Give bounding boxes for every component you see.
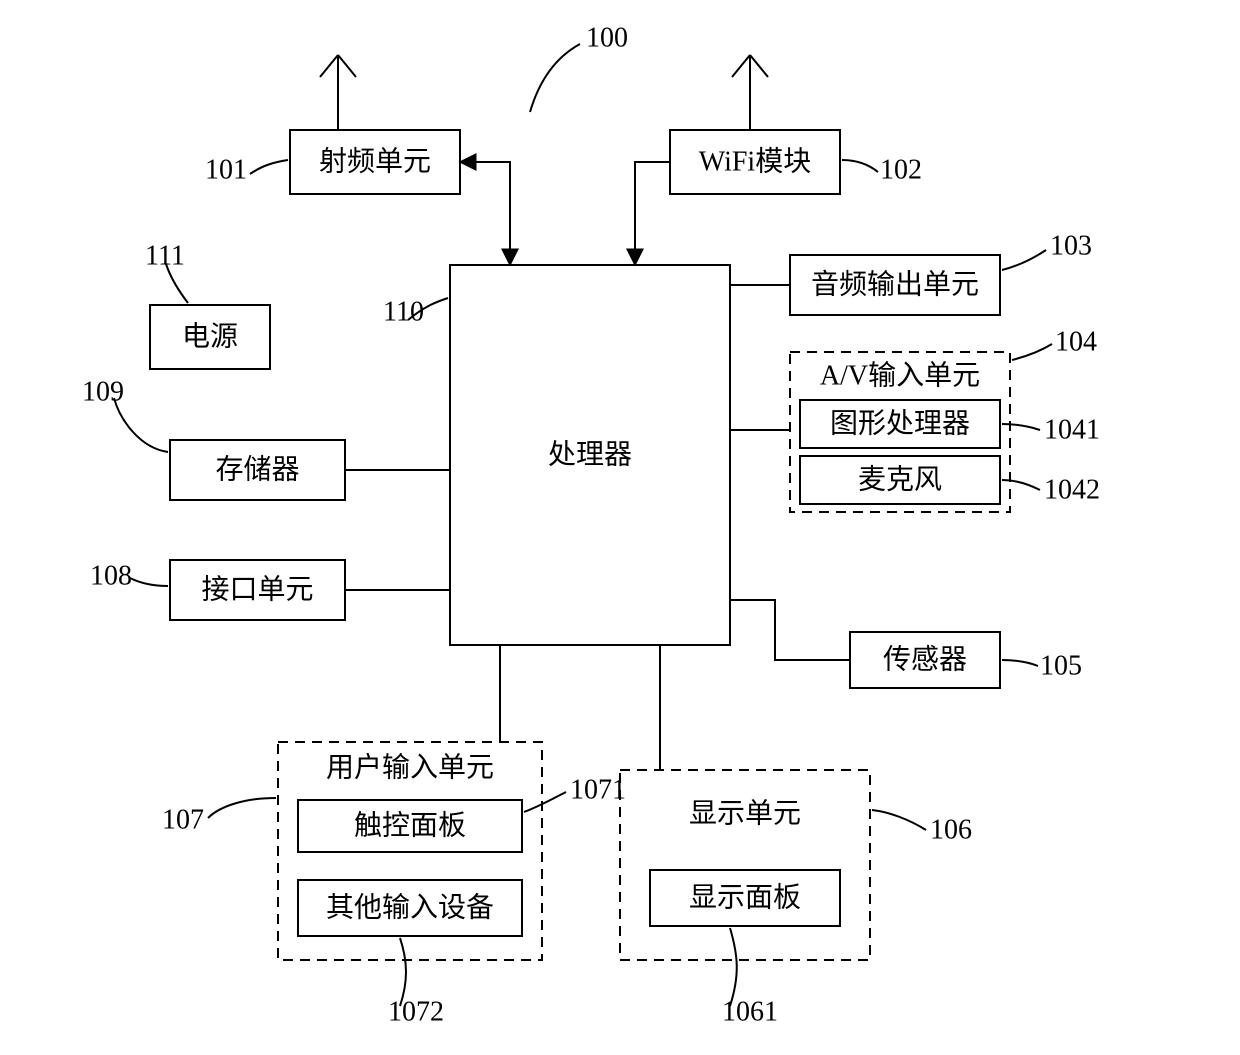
ref-gpu-text: 1041: [1044, 415, 1100, 446]
ref-memory-text: 109: [82, 377, 124, 408]
ref-interface-leader: [130, 578, 168, 586]
ref-user_in-leader: [208, 798, 276, 818]
node-other_in-label: 其他输入设备: [326, 892, 494, 924]
ref-gpu-leader: [1002, 424, 1040, 430]
ref-sensor-leader: [1002, 660, 1038, 666]
node-interface-label: 接口单元: [201, 574, 313, 606]
ref-mic-text: 1042: [1044, 475, 1100, 506]
node-gpu: 图形处理器: [800, 400, 1000, 448]
ref-rf-leader: [250, 160, 288, 174]
edge-rf-processor: [460, 162, 510, 265]
node-mic: 麦克风: [800, 456, 1000, 504]
node-display_u-label: 显示单元: [689, 798, 801, 830]
node-wifi-label: WiFi模块: [699, 146, 811, 178]
node-rf-label: 射频单元: [319, 146, 431, 178]
ref-av_input-text: 104: [1055, 327, 1097, 358]
node-gpu-label: 图形处理器: [830, 408, 970, 440]
ref-interface-text: 108: [90, 561, 132, 592]
ref-user_in-text: 107: [162, 805, 204, 836]
node-rf: 射频单元: [290, 55, 460, 194]
ref-touch-text: 1071: [570, 775, 626, 806]
ref-touch-leader: [524, 792, 566, 812]
node-other_in: 其他输入设备: [298, 880, 522, 936]
ref-wifi-text: 102: [880, 155, 922, 186]
node-audio_out-label: 音频输出单元: [811, 269, 979, 301]
node-mic-label: 麦克风: [858, 464, 942, 496]
ref-power-text: 111: [145, 241, 185, 272]
ref-av_input: 104: [1012, 327, 1097, 361]
ref-interface: 108: [90, 561, 168, 592]
node-rf-antenna-right: [338, 55, 356, 77]
edge-wifi-processor: [635, 162, 670, 265]
node-av_input-label: A/V输入单元: [820, 360, 980, 392]
node-display_u: 显示单元: [620, 770, 870, 960]
node-rf-antenna-left: [320, 55, 338, 77]
ref-user_in: 107: [162, 798, 276, 836]
node-sensor-label: 传感器: [883, 644, 967, 676]
node-sensor: 传感器: [850, 632, 1000, 688]
ref-av_input-leader: [1012, 344, 1052, 360]
ref-power: 111: [145, 241, 188, 304]
node-touch: 触控面板: [298, 800, 522, 852]
node-memory: 存储器: [170, 440, 345, 500]
node-display_p-label: 显示面板: [689, 882, 801, 914]
ref-system: 100: [530, 23, 628, 113]
ref-audio_out-text: 103: [1050, 231, 1092, 262]
ref-system-text: 100: [586, 23, 628, 54]
ref-processor-text: 110: [383, 297, 424, 328]
node-memory-label: 存储器: [215, 454, 299, 486]
ref-display_p-text: 1061: [722, 997, 778, 1028]
ref-gpu: 1041: [1002, 415, 1100, 446]
ref-wifi: 102: [842, 155, 922, 186]
ref-touch: 1071: [524, 775, 626, 813]
ref-wifi-leader: [842, 160, 878, 172]
ref-display_u-text: 106: [930, 815, 972, 846]
ref-display_p-leader: [730, 928, 737, 1006]
ref-display_u-leader: [872, 810, 926, 830]
ref-sensor-text: 105: [1040, 651, 1082, 682]
node-power-label: 电源: [182, 321, 238, 353]
ref-memory: 109: [82, 377, 168, 453]
node-wifi: WiFi模块: [670, 55, 840, 194]
ref-audio_out-leader: [1002, 250, 1046, 270]
node-wifi-antenna-right: [750, 55, 768, 77]
ref-rf-text: 101: [205, 155, 247, 186]
node-processor-label: 处理器: [548, 439, 632, 471]
node-wifi-antenna-left: [732, 55, 750, 77]
ref-display_u: 106: [872, 810, 972, 846]
node-user_in-label: 用户输入单元: [326, 752, 494, 784]
node-display_p: 显示面板: [650, 870, 840, 926]
ref-mic: 1042: [1002, 475, 1100, 506]
node-processor: 处理器: [450, 265, 730, 645]
node-power: 电源: [150, 305, 270, 369]
ref-display_p: 1061: [722, 928, 778, 1028]
ref-other_in-text: 1072: [388, 997, 444, 1028]
ref-system-leader: [530, 44, 580, 112]
ref-audio_out: 103: [1002, 231, 1092, 271]
node-interface: 接口单元: [170, 560, 345, 620]
edge-processor-sensor: [730, 600, 850, 660]
ref-sensor: 105: [1002, 651, 1082, 682]
ref-rf: 101: [205, 155, 288, 186]
ref-other_in: 1072: [388, 938, 444, 1028]
node-touch-label: 触控面板: [354, 810, 466, 842]
ref-processor: 110: [383, 297, 448, 328]
ref-mic-leader: [1002, 480, 1040, 490]
node-audio_out: 音频输出单元: [790, 255, 1000, 315]
